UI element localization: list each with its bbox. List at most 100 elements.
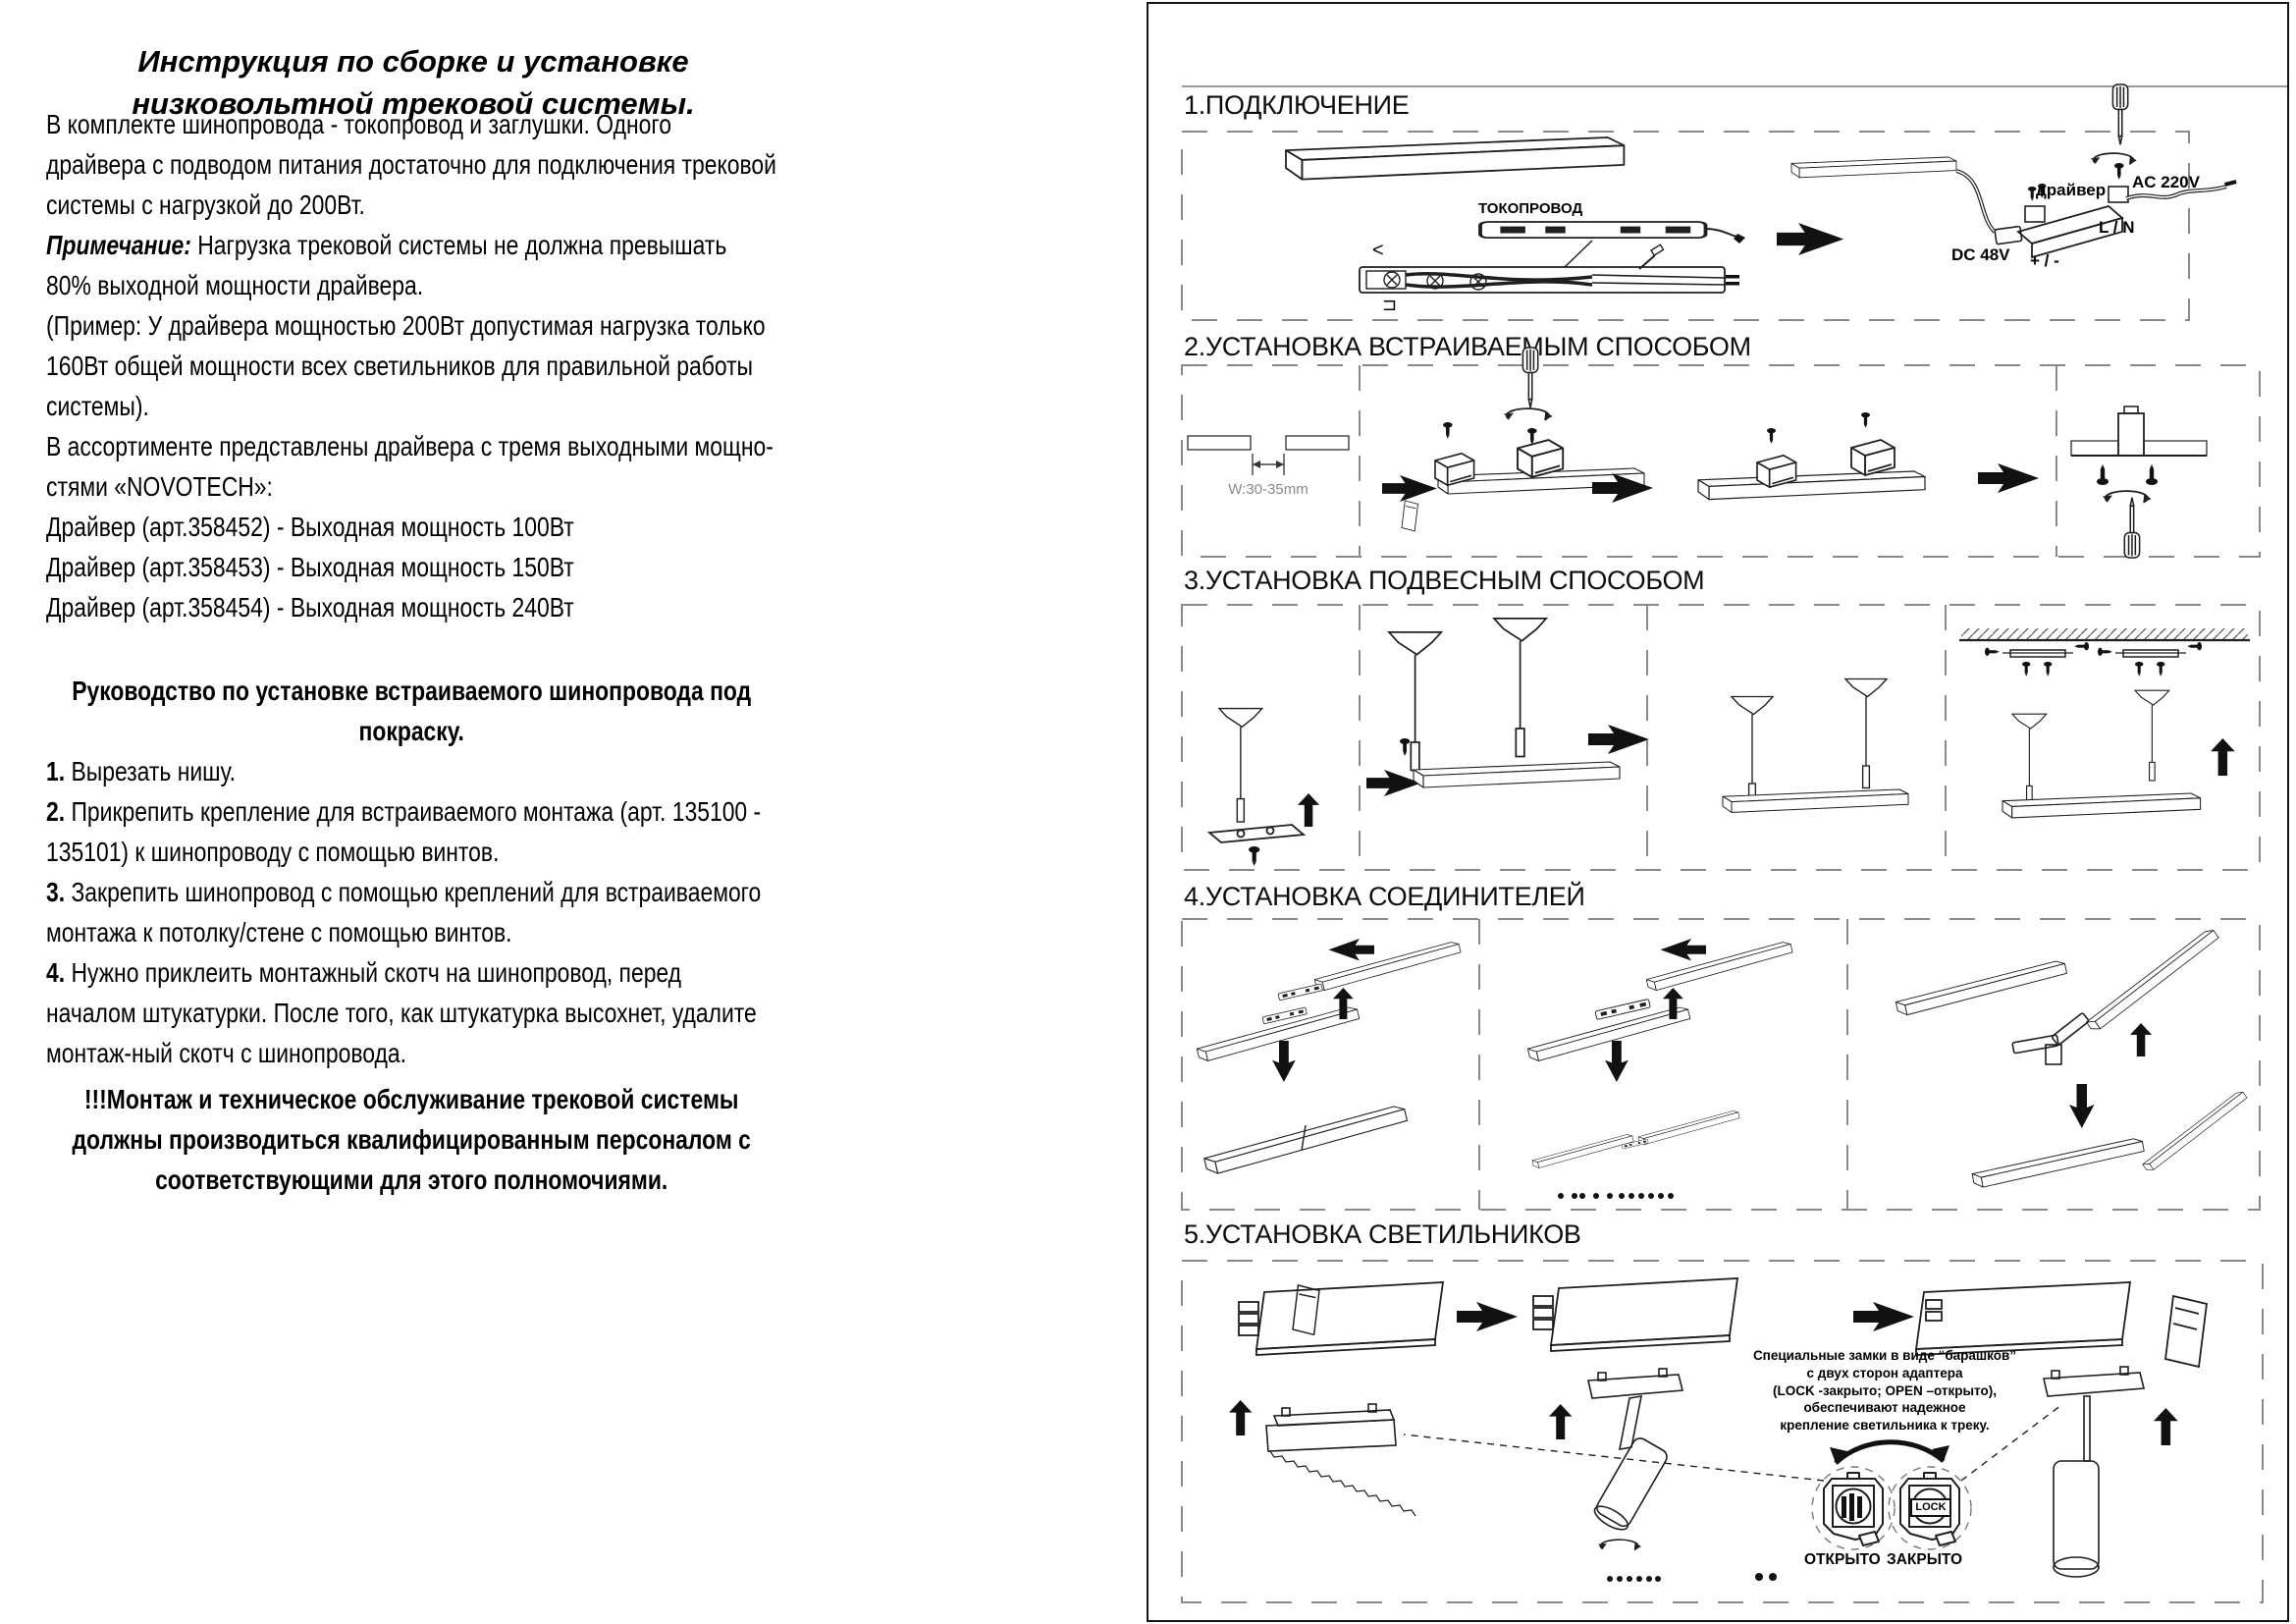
track-art bbox=[1530, 1133, 1635, 1169]
bracket-mark: ⊐ bbox=[1382, 295, 1398, 314]
page-title: Инструкция по сборке и установке низково… bbox=[132, 43, 695, 121]
pendant-art bbox=[1844, 677, 1888, 789]
open-knob-bars bbox=[1842, 1493, 1862, 1521]
dc-voltage-label: DC 48V bbox=[1951, 245, 2010, 264]
connector-art bbox=[1277, 983, 1323, 1001]
connectors-diagram bbox=[1148, 917, 2291, 1214]
screwdriver-icon bbox=[2111, 83, 2129, 145]
intro-paragraph: В комплекте шинопровода - токопровод и з… bbox=[46, 109, 776, 220]
screw-icon bbox=[1400, 738, 1411, 756]
ceiling-bracket-art bbox=[2002, 649, 2186, 658]
mounting-clip-art bbox=[1850, 439, 1896, 476]
section-5-title: 5.УСТАНОВКА СВЕТИЛЬНИКОВ bbox=[1184, 1219, 1581, 1249]
driver-label: драйвер bbox=[2036, 181, 2107, 199]
up-arrow-icon bbox=[2130, 1023, 2153, 1056]
mounting-clip-art bbox=[1434, 452, 1475, 487]
mounting-clip-art bbox=[1756, 454, 1797, 489]
screw-icon bbox=[1527, 428, 1537, 445]
driver-item: Драйвер (арт.358453) - Выходная мощность… bbox=[46, 552, 574, 582]
polarity-label: + / - bbox=[2030, 251, 2059, 270]
arrow-icon bbox=[1853, 1302, 1914, 1331]
arrow-icon bbox=[1777, 223, 1844, 255]
arrow-icon bbox=[1660, 939, 1706, 961]
track-art bbox=[1970, 1136, 2146, 1189]
screw-icon bbox=[2044, 662, 2053, 677]
assortment-paragraph: В ассортименте представлены драйвера с т… bbox=[46, 431, 774, 502]
track-art bbox=[2139, 1089, 2251, 1174]
screw-icon bbox=[1985, 647, 2000, 656]
lock-note: Специальные замки в виде “барашков” с дв… bbox=[1752, 1348, 2017, 1434]
panel-luminaire-art bbox=[1238, 1281, 1445, 1356]
down-arrow-icon bbox=[2069, 1084, 2095, 1128]
panel-luminaire-art bbox=[1914, 1281, 2208, 1369]
closed-label: ЗАКРЫТО bbox=[1887, 1551, 1963, 1568]
note-paragraph: Примечание: Нагрузка трековой системы не… bbox=[46, 225, 776, 305]
rotate-arrow-icon bbox=[2090, 152, 2138, 165]
connector-art bbox=[1594, 998, 1651, 1020]
continuation-dots bbox=[1607, 1573, 1777, 1582]
track-art bbox=[1894, 958, 2069, 1017]
tokoprovod-label: ТОКОПРОВОД bbox=[1478, 200, 1583, 217]
screw-icon bbox=[2098, 647, 2112, 656]
driver-art bbox=[1994, 186, 2129, 259]
pendant-art bbox=[1218, 707, 1263, 823]
arrow-icon bbox=[1978, 463, 2039, 493]
track-art bbox=[1636, 1110, 1741, 1146]
step-item: 4. Нужно приклеить монтажный скотч на ши… bbox=[46, 957, 757, 1068]
screw-icon bbox=[1443, 422, 1453, 439]
screw-icon bbox=[2146, 464, 2158, 485]
linear-lamp-art bbox=[1265, 1403, 1416, 1517]
end-view-plate-art bbox=[1292, 1284, 1320, 1336]
connection-diagram: ТОКОПРОВОД < ⊐ DC 48V + / - L / N драйве… bbox=[1148, 83, 2291, 326]
suspended-mounting-diagram bbox=[1148, 604, 2291, 876]
guide-heading: Руководство по установке встраиваемого ш… bbox=[72, 676, 752, 746]
screw-icon bbox=[2187, 642, 2202, 651]
track-art bbox=[2082, 927, 2223, 1034]
lock-text: LOCK bbox=[1910, 1498, 1951, 1517]
luminaires-art bbox=[1181, 1260, 2264, 1603]
connection-art bbox=[1181, 83, 2237, 321]
mounting-plate-art bbox=[1208, 824, 1305, 843]
note-label: Примечание: bbox=[46, 230, 191, 260]
down-arrow-icon bbox=[1272, 1041, 1296, 1082]
corner-connector-art bbox=[2011, 1012, 2090, 1065]
divider bbox=[1182, 85, 2287, 87]
turn-arrow-icon bbox=[1834, 1439, 1946, 1465]
line-neutral-label: L / N bbox=[2099, 218, 2135, 237]
arrow-icon bbox=[1588, 725, 1649, 754]
track-art bbox=[1285, 136, 1626, 181]
luminaires-diagram: Специальные замки в виде “барашков” с дв… bbox=[1148, 1253, 2291, 1624]
screw-icon bbox=[2097, 464, 2109, 485]
up-arrow-icon bbox=[2211, 738, 2235, 776]
pendant-art bbox=[2011, 713, 2048, 805]
track-art bbox=[1201, 1104, 1411, 1176]
up-arrow-icon bbox=[1549, 1404, 1573, 1439]
screwdriver-icon bbox=[2123, 497, 2141, 559]
screw-icon bbox=[1767, 428, 1776, 444]
feed-connector-art bbox=[1359, 244, 1739, 294]
angle-mark: < bbox=[1372, 240, 1384, 261]
down-arrow-icon bbox=[1605, 1041, 1629, 1082]
example-paragraph: (Пример: У драйвера мощностью 200Вт допу… bbox=[46, 310, 766, 421]
step-item: 3. Закрепить шинопровод с помощью крепле… bbox=[46, 877, 762, 947]
ac-voltage-label: AC 220V bbox=[2132, 173, 2200, 191]
recessed-track-art bbox=[2070, 406, 2208, 457]
rotate-arrow-icon bbox=[1597, 1539, 1642, 1551]
screw-icon bbox=[2114, 163, 2124, 180]
open-label: ОТКРЫТО bbox=[1804, 1551, 1881, 1568]
step-item: 2. Прикрепить крепление для встраиваемог… bbox=[46, 796, 762, 867]
section-1-title: 1.ПОДКЛЮЧЕНИЕ bbox=[1184, 90, 1410, 120]
step-item: 1. Вырезать нишу. bbox=[46, 756, 237, 786]
recessed-art bbox=[1181, 347, 2261, 559]
rotate-arrow-icon bbox=[1503, 407, 1554, 421]
screw-icon bbox=[1249, 846, 1260, 866]
arrow-icon bbox=[1457, 1302, 1518, 1331]
niche-art bbox=[1187, 435, 1350, 475]
pendant-art bbox=[1388, 631, 1443, 772]
pendant-lamp-art bbox=[2043, 1366, 2146, 1578]
ceiling-art bbox=[1959, 628, 2250, 642]
arrow-icon bbox=[1382, 475, 1437, 502]
screw-icon bbox=[2157, 662, 2165, 677]
screwdriver-icon bbox=[1522, 347, 1539, 408]
